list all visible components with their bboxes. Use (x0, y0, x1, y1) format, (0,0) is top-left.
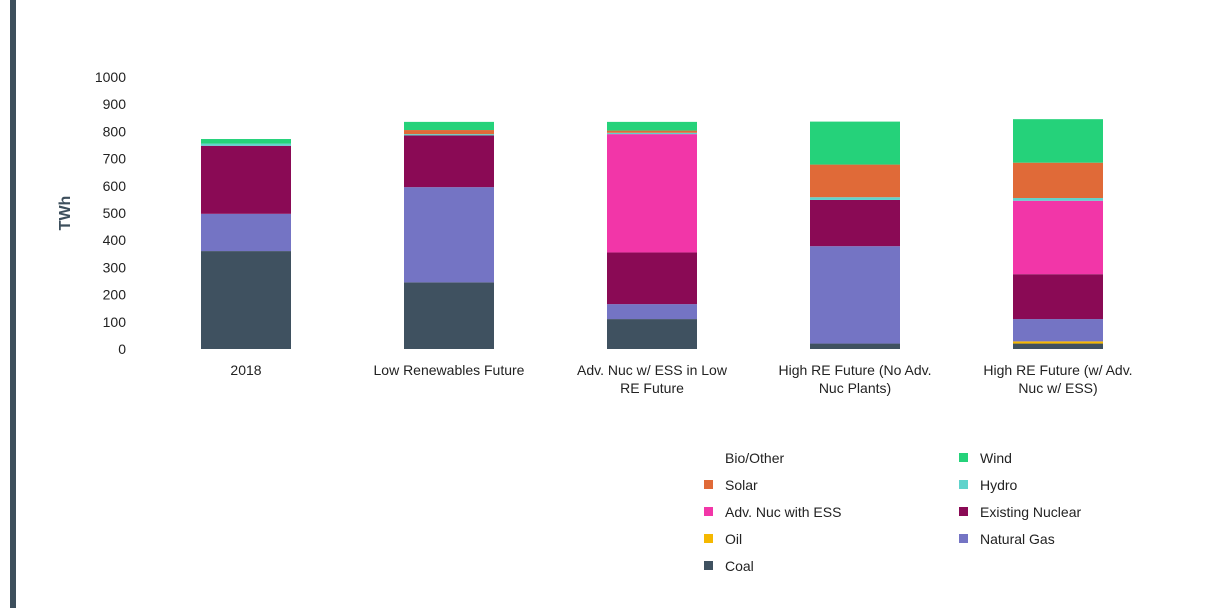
legend-swatch (959, 507, 968, 516)
category-label: Nuc w/ ESS) (1018, 380, 1097, 396)
y-axis: 0 100 200 300 400 500 600 700 800 900 1000 (95, 69, 126, 357)
y-tick-label: 100 (103, 314, 127, 330)
legend-label: Coal (725, 558, 754, 574)
legend-swatch (704, 561, 713, 570)
category-label: Nuc Plants) (819, 380, 891, 396)
bar-segment-adv-nuc-with-ess (1013, 200, 1103, 275)
y-tick-label: 900 (103, 96, 127, 112)
category-label: RE Future (620, 380, 684, 396)
legend-swatch (704, 507, 713, 516)
legend-swatch (704, 480, 713, 489)
bar-segment-hydro (607, 132, 697, 135)
legend: Bio/Other Wind Solar Hydro Adv. Nuc with ESS… (704, 450, 1081, 574)
bar-segment-coal (1013, 343, 1103, 349)
legend-label: Existing Nuclear (980, 504, 1081, 520)
bar-segment-existing-nuclear (810, 199, 900, 247)
legend-swatch (959, 480, 968, 489)
legend-swatch (704, 534, 713, 543)
legend-label: Oil (725, 531, 742, 547)
bar-segment-coal (404, 282, 494, 349)
bar-segment-wind (1013, 119, 1103, 163)
legend-label: Hydro (980, 477, 1018, 493)
bar-segment-hydro (1013, 198, 1103, 201)
category-label: Adv. Nuc w/ ESS in Low (577, 362, 728, 378)
bar-segment-oil (1013, 341, 1103, 344)
legend-swatch (959, 453, 968, 462)
category-labels: 2018 Low Renewables Future Adv. Nuc w/ ESS… (230, 362, 1132, 396)
y-tick-label: 700 (103, 151, 127, 167)
legend-label: Natural Gas (980, 531, 1055, 547)
bar-segment-natural-gas (404, 187, 494, 283)
bar-segment-coal (810, 343, 900, 349)
bar-segment-solar (1013, 162, 1103, 199)
category-label: Low Renewables Future (374, 362, 525, 378)
legend-label: Wind (980, 450, 1012, 466)
y-tick-label: 800 (103, 123, 127, 139)
category-label: 2018 (230, 362, 261, 378)
y-tick-label: 400 (103, 232, 127, 248)
legend-label: Bio/Other (725, 450, 784, 466)
legend-label: Solar (725, 477, 758, 493)
bar-segment-solar (607, 130, 697, 133)
legend-swatch (704, 453, 713, 462)
bar-segment-existing-nuclear (404, 135, 494, 188)
category-label: High RE Future (No Adv. (778, 362, 931, 378)
y-tick-label: 0 (118, 341, 126, 357)
legend-swatch (959, 534, 968, 543)
bar-segment-wind (201, 139, 291, 144)
bar-segment-existing-nuclear (201, 145, 291, 214)
category-label: High RE Future (w/ Adv. (983, 362, 1132, 378)
bar-segment-coal (607, 319, 697, 349)
bar-segment-existing-nuclear (1013, 274, 1103, 320)
bar-segment-wind (810, 121, 900, 165)
bar-segment-natural-gas (201, 213, 291, 252)
bar-segment-hydro (810, 197, 900, 200)
bar-segment-coal (201, 251, 291, 349)
bar-segment-existing-nuclear (607, 252, 697, 305)
y-tick-label: 200 (103, 287, 127, 303)
bar-segment-wind (404, 121, 494, 131)
y-axis-label: TWh (57, 196, 74, 231)
bar-segment-hydro (201, 143, 291, 146)
y-tick-label: 600 (103, 178, 127, 194)
bar-segment-hydro (404, 134, 494, 136)
y-tick-label: 300 (103, 259, 127, 275)
bar-segment-wind (607, 121, 697, 131)
bar-segment-natural-gas (810, 246, 900, 344)
y-tick-label: 1000 (95, 69, 126, 85)
bar-segment-adv-nuc-with-ess (607, 134, 697, 253)
legend-label: Adv. Nuc with ESS (725, 504, 841, 520)
bars (201, 119, 1103, 349)
bar-segment-natural-gas (607, 304, 697, 320)
left-border-bar (10, 0, 16, 608)
bar-segment-solar (810, 164, 900, 198)
bar-segment-natural-gas (1013, 319, 1103, 342)
bar-segment-solar (404, 130, 494, 135)
y-tick-label: 500 (103, 205, 127, 221)
